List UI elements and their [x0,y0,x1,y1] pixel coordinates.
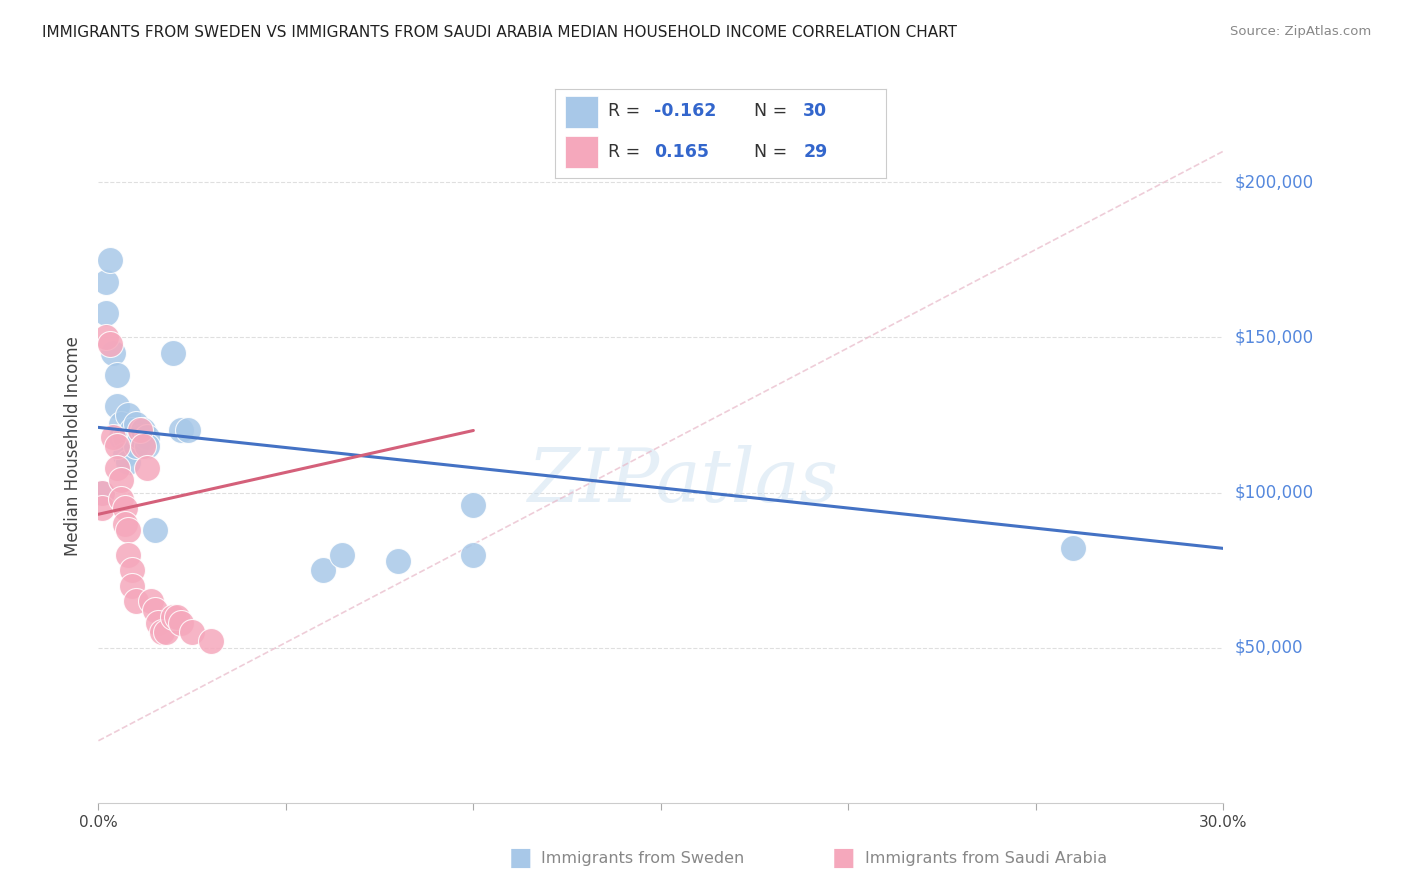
Point [155,625,177,640]
Point [330,548,353,562]
Text: ZIPatlas: ZIPatlas [527,445,839,518]
Point [121,424,143,438]
Point [128,430,150,444]
Point [128,424,150,438]
Text: R =: R = [609,143,641,161]
Point [136,439,159,453]
Y-axis label: Median Household Income: Median Household Income [65,336,83,556]
Point [91,485,114,500]
Point [117,548,139,562]
Point [114,501,136,516]
Point [117,408,139,422]
Text: Immigrants from Sweden: Immigrants from Sweden [541,851,745,865]
Text: R =: R = [609,103,641,120]
Point [181,625,204,640]
Point [105,460,128,475]
Text: $150,000: $150,000 [1234,328,1313,346]
Point [98,252,121,267]
Point [463,548,485,562]
Text: 29: 29 [803,143,827,161]
Point [114,448,136,462]
Text: $200,000: $200,000 [1234,173,1313,191]
Point [162,346,184,360]
Point [143,523,166,537]
Text: -0.162: -0.162 [654,103,717,120]
Point [148,615,170,630]
Point [105,399,128,413]
Text: ■: ■ [832,847,855,870]
Point [105,439,128,453]
Text: N =: N = [754,143,787,161]
Point [110,473,132,487]
Point [125,417,148,432]
Point [91,501,114,516]
Point [150,625,173,640]
Text: IMMIGRANTS FROM SWEDEN VS IMMIGRANTS FROM SAUDI ARABIA MEDIAN HOUSEHOLD INCOME C: IMMIGRANTS FROM SWEDEN VS IMMIGRANTS FRO… [42,25,957,40]
Point [117,523,139,537]
Point [125,439,148,453]
Point [94,330,117,344]
Text: ■: ■ [509,847,531,870]
Point [114,516,136,531]
Point [166,609,188,624]
Point [91,485,114,500]
Text: 30: 30 [803,103,827,120]
Point [200,634,222,648]
Point [114,430,136,444]
Point [177,424,200,438]
Point [117,454,139,468]
Point [170,615,193,630]
Point [121,563,143,577]
Bar [565,96,599,128]
Point [143,603,166,617]
Point [110,430,132,444]
Text: $100,000: $100,000 [1234,483,1313,501]
Point [121,579,143,593]
Point [132,439,155,453]
Point [94,305,117,319]
Point [170,424,193,438]
Text: $50,000: $50,000 [1234,639,1303,657]
Point [110,491,132,506]
Point [162,609,184,624]
Text: N =: N = [754,103,787,120]
Bar [565,136,599,168]
Point [139,594,162,608]
Point [103,430,125,444]
Point [110,417,132,432]
Point [125,594,148,608]
Point [312,563,335,577]
Point [98,336,121,351]
Text: Source: ZipAtlas.com: Source: ZipAtlas.com [1230,25,1371,38]
Text: 0.165: 0.165 [654,143,710,161]
Point [132,424,155,438]
Point [463,498,485,512]
Point [94,275,117,289]
Point [136,460,159,475]
Point [1062,541,1084,556]
Point [136,430,159,444]
Text: Immigrants from Saudi Arabia: Immigrants from Saudi Arabia [865,851,1107,865]
Point [105,368,128,382]
Point [387,554,409,568]
Point [103,346,125,360]
